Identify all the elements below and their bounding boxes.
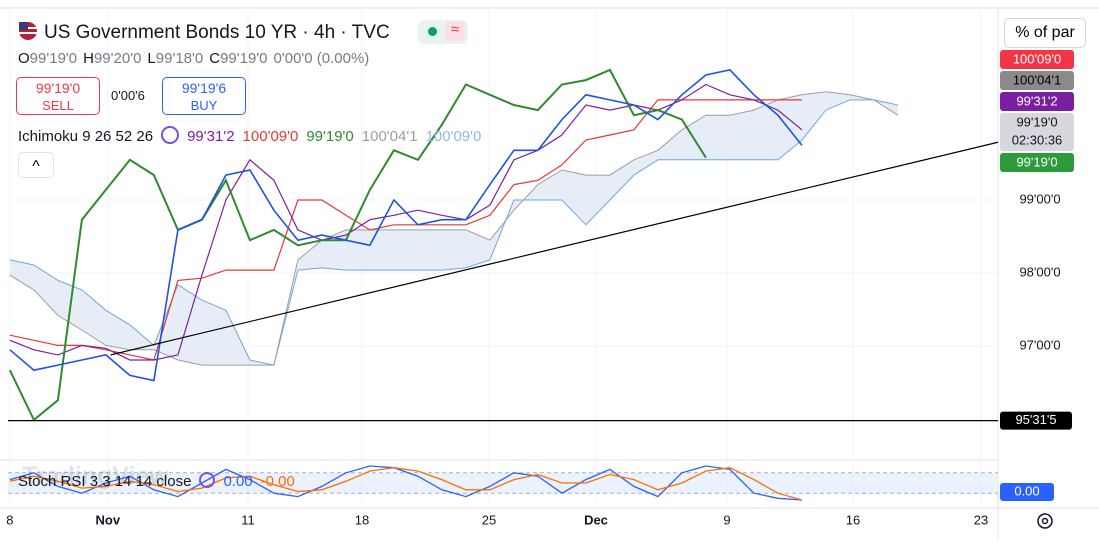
price-tag-bg	[1000, 113, 1074, 151]
buy-price: 99'19'6	[181, 80, 227, 96]
ohlc-value: 99'19'0	[220, 50, 268, 67]
x-tick-label: 18	[355, 512, 369, 527]
y-tick-label: 98'00'0	[1019, 264, 1060, 279]
collapse-button[interactable]: ^	[18, 152, 54, 178]
indicator-value: 100'09'0	[425, 128, 482, 145]
ohlc-key: L	[147, 50, 156, 67]
ohlc-value: 99'19'0	[29, 50, 78, 67]
stoch-value: 0.00	[223, 473, 253, 490]
indicator-line	[9, 99, 899, 366]
indicator-value: 99'31'2	[187, 128, 235, 145]
x-tick-label: 8	[6, 512, 13, 527]
price-tag-bg	[1000, 92, 1074, 111]
spread: 0'00'6	[111, 88, 145, 103]
stoch-value: -0.00	[260, 473, 295, 490]
sell-label: SELL	[42, 98, 74, 113]
indicator-legend: Ichimoku 9 26 52 26 99'31'2 100'09'0 99'19'…	[18, 126, 489, 145]
x-tick-label: 9	[723, 512, 730, 527]
status-badge: ≈	[418, 20, 468, 44]
y-tick-label: 99'00'0	[1019, 191, 1060, 206]
ohlc-change: 0'00'0 (0.00%)	[273, 50, 370, 67]
indicator-value: 100'04'1	[361, 128, 418, 145]
scale-button[interactable]: % of par	[1004, 18, 1086, 48]
indicator-name: Ichimoku 9 26 52 26	[18, 128, 154, 145]
price-tag: 99'31'2	[1016, 93, 1057, 108]
x-tick-label: Dec	[584, 512, 608, 527]
watermark: TradingView	[22, 462, 169, 490]
buy-label: BUY	[190, 98, 218, 113]
y-tick-label: 97'00'0	[1019, 338, 1060, 353]
flag-icon	[18, 21, 38, 47]
indicator-value: 100'09'0	[242, 128, 299, 145]
cloud-fill	[9, 91, 898, 366]
symbol-title: US Government Bonds 10 YR · 4h · TVC	[44, 22, 390, 43]
ohlc-row: O99'19'0 H99'20'0 L99'18'0 C99'19'0 0'00'0 (…	[18, 50, 369, 67]
refresh-icon	[199, 472, 216, 488]
sell-button[interactable]: 99'19'0 SELL	[16, 77, 100, 115]
price-tag-bg	[1000, 50, 1074, 69]
ohlc-key: C	[209, 50, 221, 67]
price-tag: 100'09'0	[1013, 51, 1061, 66]
stoch-name: Stoch RSI 3 3 14 14 close	[18, 473, 192, 490]
price-tag: 99'19'0	[1016, 154, 1057, 169]
indicator-line	[9, 69, 803, 382]
price-tag-bg	[1000, 411, 1072, 430]
stoch-line	[9, 467, 803, 501]
indicator-line	[8, 68, 707, 422]
buy-button[interactable]: 99'19'6 BUY	[162, 77, 246, 115]
x-tick-label: 11	[241, 512, 255, 527]
stoch-tag-bg	[1000, 483, 1054, 501]
refresh-icon	[161, 126, 180, 144]
x-tick-label: 25	[482, 512, 496, 527]
x-tick-label: 16	[846, 512, 860, 527]
stoch-legend: Stoch RSI 3 3 14 14 close 0.00 -0.00	[18, 472, 303, 490]
price-tag-sub: 02:30:36	[1012, 132, 1063, 147]
indicator-value: 99'19'0	[306, 128, 354, 145]
sell-price: 99'19'0	[35, 80, 81, 96]
ohlc-key: H	[83, 50, 94, 67]
trend-line	[110, 141, 999, 356]
ohlc-value: 99'18'0	[155, 50, 204, 67]
price-tag: 95'31'5	[1015, 412, 1056, 427]
price-tag: 99'19'0	[1016, 114, 1057, 129]
ohlc-key: O	[18, 50, 30, 67]
price-tag-bg	[1000, 153, 1074, 172]
x-tick-label: 23	[974, 512, 988, 527]
price-tag: 100'04'1	[1013, 72, 1061, 87]
price-tag-bg	[1000, 71, 1074, 90]
settings-icon[interactable]	[1037, 513, 1053, 529]
stoch-tag: 0.00	[1014, 483, 1039, 498]
x-tick-label: Nov	[96, 512, 121, 527]
indicator-line	[9, 99, 802, 361]
ohlc-value: 99'20'0	[93, 50, 142, 67]
